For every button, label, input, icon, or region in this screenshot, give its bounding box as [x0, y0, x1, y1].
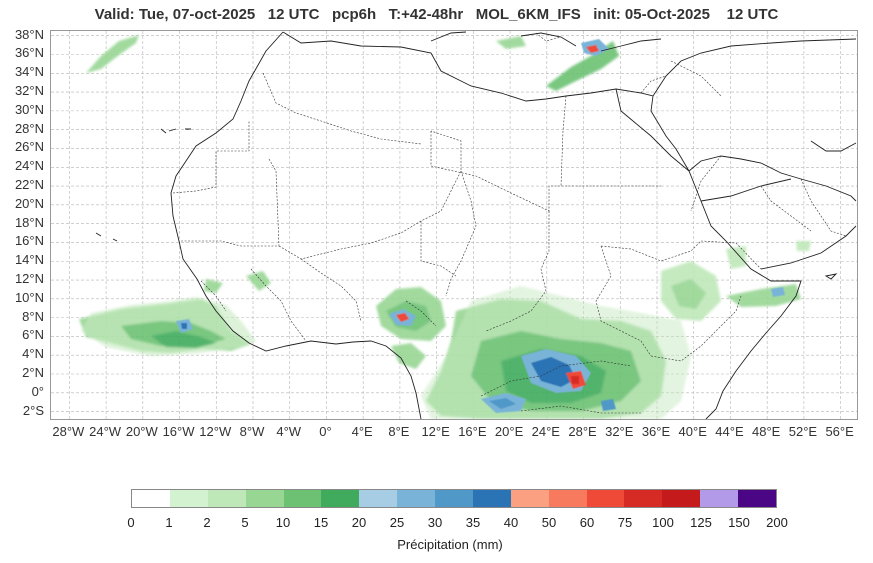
colorbar-swatch	[321, 490, 360, 507]
lon-tick-label: 4°E	[351, 424, 373, 439]
precipitation-field	[79, 35, 811, 419]
lon-tick-label: 40°E	[678, 424, 707, 439]
colorbar-tick-label: 75	[617, 515, 633, 530]
lon-tick-label: 16°W	[162, 424, 195, 439]
colorbar-tick-label: 10	[275, 515, 291, 530]
lat-tick-label: 2°N	[22, 365, 44, 380]
lat-tick-label: 30°N	[14, 101, 44, 117]
lon-tick-label: 8°E	[388, 424, 410, 439]
lat-tick-label: 14°N	[14, 252, 44, 268]
lat-tick-label: 34°N	[14, 64, 44, 80]
country-borders	[172, 32, 847, 414]
colorbar-swatch	[472, 490, 511, 507]
lon-tick-label: 24°E	[531, 424, 560, 439]
colorbar-tick-label: 15	[313, 515, 329, 530]
colorbar-swatch	[662, 490, 701, 507]
lon-tick-label: 28°W	[52, 424, 85, 439]
lat-tick-label: 18°N	[14, 214, 44, 230]
lon-tick-label: 48°E	[752, 424, 781, 439]
lat-tick-label: 38°N	[14, 26, 44, 42]
lon-tick-label: 4°W	[276, 424, 302, 439]
colorbar-tick-label: 35	[465, 515, 481, 530]
colorbar-swatch	[510, 490, 549, 507]
colorbar-tick-label: 1	[165, 515, 173, 530]
colorbar-tick-label: 40	[503, 515, 519, 530]
lat-tick-label: 10°N	[14, 289, 44, 305]
colorbar-swatch	[245, 490, 284, 507]
lat-tick-label: 36°N	[14, 45, 44, 61]
lat-tick-label: 28°N	[14, 120, 44, 136]
map-title: Valid: Tue, 07-oct-2025 12 UTC pcp6h T:+…	[94, 6, 779, 23]
colorbar-tick-label: 20	[351, 515, 367, 530]
lon-tick-label: 52°E	[788, 424, 818, 439]
map-panel	[50, 30, 858, 420]
colorbar	[131, 489, 777, 508]
lat-tick-label: 20°N	[14, 195, 44, 211]
colorbar-title: Précipitation (mm)	[397, 537, 503, 552]
lon-tick-label: 20°W	[125, 424, 158, 439]
lon-tick-label: 56°E	[825, 424, 854, 439]
lon-tick-label: 12°W	[199, 424, 232, 439]
lat-tick-label: 0°	[31, 383, 44, 399]
colorbar-tick-label: 2	[203, 515, 211, 530]
colorbar-tick-label: 50	[541, 515, 557, 530]
lon-tick-label: 32°E	[605, 424, 634, 439]
lat-tick-label: 32°N	[14, 83, 44, 99]
lon-tick-label: 8°W	[239, 424, 265, 439]
colorbar-swatch	[700, 490, 738, 507]
colorbar-swatch	[207, 490, 246, 507]
lat-tick-label: 4°N	[22, 346, 44, 362]
colorbar-tick-label: 100	[652, 515, 674, 530]
map-canvas	[51, 31, 857, 419]
coastlines	[95, 31, 857, 419]
colorbar-swatch	[435, 490, 473, 507]
lat-tick-label: 12°N	[14, 271, 44, 287]
lat-tick-label: 16°N	[14, 233, 44, 249]
colorbar-swatch	[283, 490, 322, 507]
lon-tick-label: 20°E	[494, 424, 524, 439]
colorbar-swatch	[132, 490, 170, 507]
colorbar-tick-label: 200	[766, 515, 788, 530]
colorbar-tick-label: 30	[427, 515, 443, 530]
lon-tick-label: 0°	[319, 424, 332, 439]
lon-tick-label: 16°E	[458, 424, 487, 439]
lat-tick-label: 22°N	[14, 177, 44, 193]
colorbar-tick-label: 60	[579, 515, 595, 530]
colorbar-tick-label: 25	[389, 515, 405, 530]
colorbar-tick-label: 5	[241, 515, 249, 530]
lat-tick-label: 8°N	[22, 308, 44, 324]
colorbar-swatch	[359, 490, 398, 507]
colorbar-swatch	[169, 490, 208, 507]
precipitation-cores	[176, 39, 785, 413]
lon-tick-label: 36°E	[641, 424, 671, 439]
lat-tick-label: 24°N	[14, 158, 44, 174]
lat-tick-label: 6°N	[22, 327, 44, 343]
lat-tick-label: 2°S	[22, 402, 44, 418]
colorbar-swatch	[738, 490, 776, 507]
lon-tick-label: 24°W	[89, 424, 122, 439]
colorbar-tick-label: 150	[728, 515, 750, 530]
lat-tick-label: 26°N	[14, 139, 44, 155]
lon-tick-label: 44°E	[715, 424, 744, 439]
lon-tick-label: 12°E	[421, 424, 450, 439]
colorbar-swatch	[548, 490, 587, 507]
colorbar-swatch	[624, 490, 663, 507]
colorbar-swatch	[586, 490, 625, 507]
colorbar-tick-label: 0	[127, 515, 135, 530]
colorbar-swatch	[397, 490, 435, 507]
colorbar-tick-label: 125	[690, 515, 712, 530]
lon-tick-label: 28°E	[568, 424, 597, 439]
